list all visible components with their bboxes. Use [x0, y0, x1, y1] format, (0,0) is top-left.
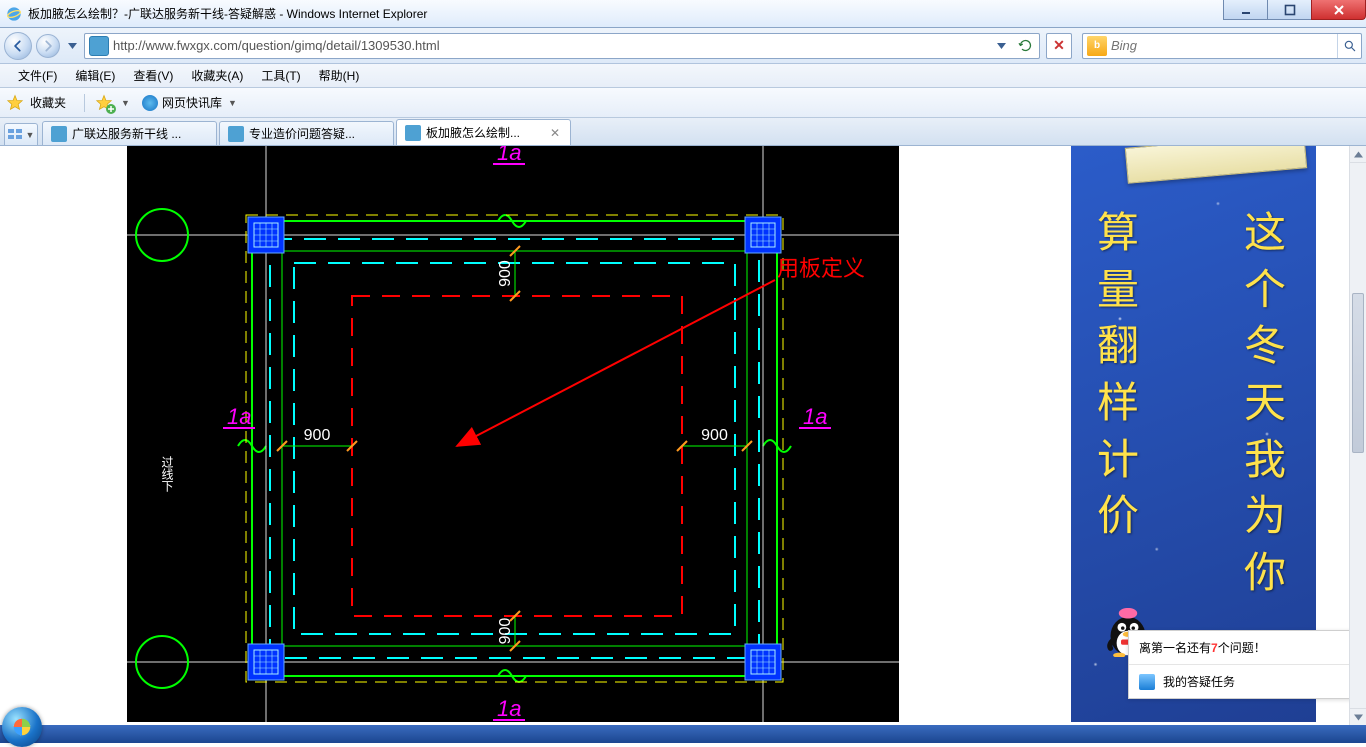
fav-item-dropdown[interactable]: ▼ — [228, 98, 237, 108]
svg-text:1a: 1a — [497, 146, 521, 165]
bing-icon: b — [1087, 36, 1107, 56]
tab-0[interactable]: 广联达服务新干线 ... — [42, 121, 217, 145]
svg-text:1a: 1a — [497, 696, 521, 721]
minimize-button[interactable] — [1223, 0, 1268, 20]
svg-text:900: 900 — [497, 260, 514, 287]
task-popup: 离第一名还有7个问题！ 我的答疑任务 — [1128, 630, 1358, 699]
favorites-bar: 收藏夹 ▼ 网页快讯库 ▼ — [0, 88, 1366, 118]
window-title: 板加腋怎么绘制？-广联达服务新干线-答疑解惑 - Windows Interne… — [28, 5, 1224, 22]
add-fav-dropdown[interactable]: ▼ — [121, 98, 130, 108]
quick-tabs-button[interactable]: ▼ — [4, 123, 38, 145]
menu-help[interactable]: 帮助(H) — [311, 65, 368, 86]
back-button[interactable] — [4, 32, 32, 60]
tab-title: 广联达服务新干线 ... — [72, 125, 208, 142]
svg-text:900: 900 — [304, 427, 331, 444]
ie-icon — [6, 6, 22, 22]
ie-small-icon — [142, 95, 158, 111]
favorites-label[interactable]: 收藏夹 — [30, 94, 66, 111]
tab-icon — [228, 126, 244, 142]
site-icon — [89, 36, 109, 56]
navigation-bar: ✕ b — [0, 28, 1366, 64]
svg-text:900: 900 — [701, 427, 728, 444]
popup-tasks-label: 我的答疑任务 — [1163, 673, 1235, 690]
scroll-thumb[interactable] — [1352, 293, 1364, 453]
tab-title: 专业造价问题答疑... — [249, 125, 385, 142]
fav-item-label: 网页快讯库 — [162, 94, 222, 111]
add-favorite-star-icon[interactable] — [95, 94, 113, 112]
svg-text:过线下: 过线下 — [160, 456, 174, 492]
search-go-button[interactable] — [1337, 34, 1361, 58]
tab-icon — [405, 125, 421, 141]
tab-bar: ▼ 广联达服务新干线 ... 专业造价问题答疑... 板加腋怎么绘制... ✕ — [0, 118, 1366, 146]
stop-button[interactable]: ✕ — [1046, 33, 1072, 59]
windows-taskbar[interactable] — [0, 725, 1366, 743]
menu-view[interactable]: 查看(V) — [125, 65, 181, 86]
svg-text:1a: 1a — [227, 404, 251, 429]
tasks-icon — [1139, 674, 1155, 690]
page-content: 900 900 900 900 1a 1a 1a 1a 过线下 用板定义 算量 翻样 计价 这个冬… — [0, 146, 1366, 725]
window-title-bar: 板加腋怎么绘制？-广联达服务新干线-答疑解惑 - Windows Interne… — [0, 0, 1366, 28]
svg-text:900: 900 — [497, 618, 514, 645]
banner-text-left: 算量 翻样 计价 — [1095, 206, 1141, 546]
popup-line-tasks[interactable]: 我的答疑任务 — [1129, 664, 1357, 698]
svg-text:1a: 1a — [803, 404, 827, 429]
tab-1[interactable]: 专业造价问题答疑... — [219, 121, 394, 145]
menu-file[interactable]: 文件(F) — [10, 65, 65, 86]
window-controls — [1224, 0, 1366, 27]
menu-bar: 文件(F) 编辑(E) 查看(V) 收藏夹(A) 工具(T) 帮助(H) — [0, 64, 1366, 88]
tab-title: 板加腋怎么绘制... — [426, 124, 543, 141]
url-dropdown-icon[interactable] — [991, 36, 1011, 56]
svg-text:用板定义: 用板定义 — [777, 256, 865, 281]
refresh-icon[interactable] — [1015, 36, 1035, 56]
fav-item-webclips[interactable]: 网页快讯库 ▼ — [136, 92, 243, 113]
url-input[interactable] — [113, 38, 987, 53]
banner-text-right: 这个冬天我为你 — [1242, 206, 1288, 603]
nav-history-dropdown[interactable] — [64, 34, 80, 58]
scroll-down-icon[interactable] — [1350, 708, 1366, 725]
cad-drawing: 900 900 900 900 1a 1a 1a 1a 过线下 用板定义 — [127, 146, 899, 722]
favorites-star-icon[interactable] — [6, 94, 24, 112]
banner-fold — [1125, 146, 1307, 184]
close-button[interactable] — [1311, 0, 1366, 20]
search-bar[interactable]: b — [1082, 33, 1362, 59]
menu-tools[interactable]: 工具(T) — [253, 65, 308, 86]
vertical-scrollbar[interactable] — [1349, 146, 1366, 725]
separator — [84, 94, 85, 112]
tab-close-icon[interactable]: ✕ — [548, 126, 562, 140]
scroll-track[interactable] — [1350, 163, 1366, 708]
tab-2[interactable]: 板加腋怎么绘制... ✕ — [396, 119, 571, 145]
start-button[interactable] — [2, 707, 42, 747]
search-input[interactable] — [1111, 38, 1337, 53]
address-bar[interactable] — [84, 33, 1040, 59]
scroll-up-icon[interactable] — [1350, 146, 1366, 163]
tab-icon — [51, 126, 67, 142]
forward-button[interactable] — [36, 34, 60, 58]
popup-line-ranking[interactable]: 离第一名还有7个问题！ — [1129, 631, 1357, 664]
menu-fav[interactable]: 收藏夹(A) — [183, 65, 251, 86]
popup-text: 离第一名还有7个问题！ — [1139, 639, 1266, 656]
maximize-button[interactable] — [1267, 0, 1312, 20]
menu-edit[interactable]: 编辑(E) — [67, 65, 123, 86]
